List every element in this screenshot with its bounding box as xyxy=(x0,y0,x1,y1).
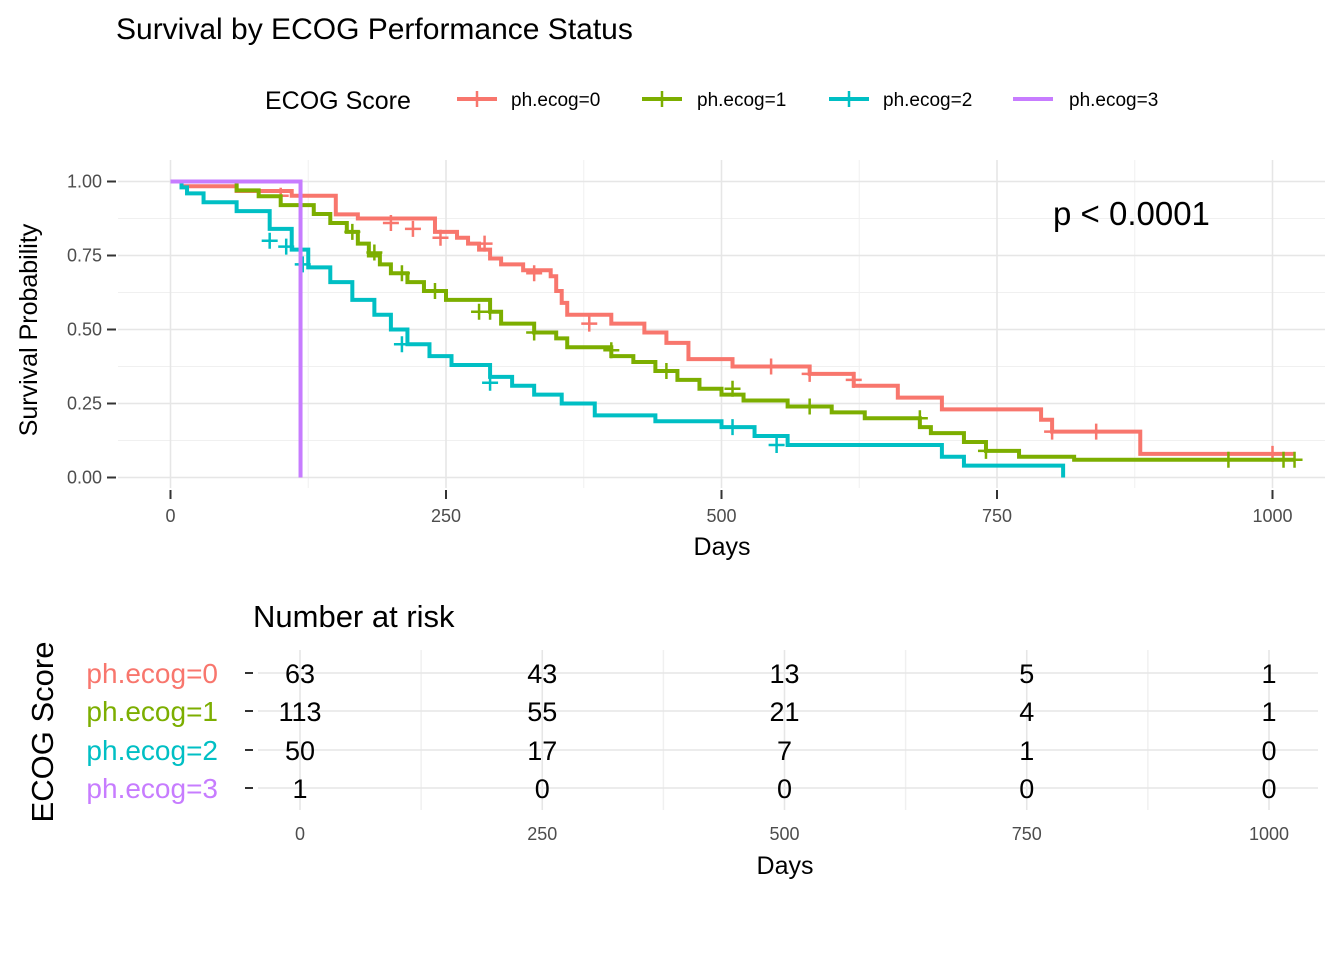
p-value-annotation: p < 0.0001 xyxy=(1053,195,1210,232)
censor-mark xyxy=(977,442,994,459)
x-tick-label: 250 xyxy=(431,506,461,526)
legend-label: ph.ecog=0 xyxy=(511,90,600,111)
risk-x-tick-label: 0 xyxy=(295,824,305,844)
risk-count: 4 xyxy=(1019,697,1034,727)
risk-rows: ph.ecog=0 63 43 13 5 1 ph.ecog=1 113 55 21 4 1 ph.ec… xyxy=(86,658,1276,804)
censor-mark xyxy=(801,398,818,415)
censor-mark xyxy=(404,220,421,237)
censor-mark xyxy=(393,336,410,353)
censor-mark xyxy=(482,374,499,391)
series-line-ph-ecog-1 xyxy=(170,179,1295,462)
series-line-ph-ecog-2 xyxy=(170,179,1066,478)
y-tick-label: 0.00 xyxy=(67,468,102,488)
risk-x-axis-ticks: 0 250 500 750 1000 xyxy=(295,824,1289,844)
risk-row-label: ph.ecog=0 xyxy=(86,658,218,689)
risk-grid xyxy=(258,650,1318,810)
risk-table-title: Number at risk xyxy=(253,599,455,634)
y-tick-label: 1.00 xyxy=(67,172,102,192)
x-axis-label: Days xyxy=(694,533,751,561)
risk-count: 0 xyxy=(535,774,550,804)
risk-count: 55 xyxy=(527,697,557,727)
risk-count: 113 xyxy=(278,697,321,727)
series-line-ph-ecog-0 xyxy=(170,179,1295,456)
chart-title: Survival by ECOG Performance Status xyxy=(116,13,633,46)
risk-count: 13 xyxy=(769,659,799,689)
risk-count: 7 xyxy=(777,736,792,766)
censor-mark xyxy=(432,229,449,246)
censor-mark xyxy=(426,283,443,300)
legend-title: ECOG Score xyxy=(265,87,411,115)
censor-mark xyxy=(724,380,741,397)
censor-mark xyxy=(476,235,493,252)
risk-y-axis-label: ECOG Score xyxy=(25,642,60,823)
x-tick-label: 0 xyxy=(165,506,175,526)
y-tick-label: 0.75 xyxy=(67,246,102,266)
censor-mark xyxy=(294,256,311,273)
censor-mark xyxy=(526,324,543,341)
risk-count: 0 xyxy=(1261,736,1276,766)
x-tick-label: 500 xyxy=(706,506,736,526)
series-lines xyxy=(170,179,1303,478)
risk-count: 50 xyxy=(285,736,315,766)
risk-count: 43 xyxy=(527,659,557,689)
censor-mark xyxy=(1286,451,1303,468)
censor-mark xyxy=(261,232,278,249)
km-grid xyxy=(118,160,1325,488)
risk-row-label: ph.ecog=1 xyxy=(86,696,218,727)
censor-mark xyxy=(581,315,598,332)
risk-row-label: ph.ecog=3 xyxy=(86,773,218,804)
legend-label: ph.ecog=1 xyxy=(697,90,786,111)
risk-count: 1 xyxy=(292,774,307,804)
risk-x-tick-label: 250 xyxy=(527,824,557,844)
risk-x-axis-label: Days xyxy=(757,852,814,880)
y-axis-ticks: 0.00 0.25 0.50 0.75 1.00 xyxy=(67,172,116,488)
y-tick-label: 0.25 xyxy=(67,394,102,414)
censor-mark xyxy=(724,419,741,436)
censor-mark xyxy=(658,362,675,379)
x-tick-label: 750 xyxy=(982,506,1012,526)
censor-mark xyxy=(366,244,383,261)
censor-mark xyxy=(1044,423,1061,440)
censor-mark xyxy=(526,265,543,282)
risk-x-tick-label: 750 xyxy=(1012,824,1042,844)
censor-mark xyxy=(763,358,780,375)
series-line-ph-ecog-3 xyxy=(170,179,303,478)
censor-mark xyxy=(768,436,785,453)
legend: ECOG Score ph.ecog=0 ph.ecog=1 ph.ecog=2 ph… xyxy=(265,87,1158,115)
legend-label: ph.ecog=2 xyxy=(883,90,972,111)
legend-label: ph.ecog=3 xyxy=(1069,90,1158,111)
censor-mark xyxy=(845,371,862,388)
censor-mark xyxy=(344,223,361,240)
censor-mark xyxy=(1088,423,1105,440)
censor-mark xyxy=(278,238,295,255)
risk-count: 1 xyxy=(1019,736,1034,766)
x-tick-label: 1000 xyxy=(1252,506,1292,526)
x-axis-ticks: 0 250 500 750 1000 xyxy=(165,490,1293,526)
y-tick-label: 0.50 xyxy=(67,320,102,340)
risk-x-tick-label: 500 xyxy=(769,824,799,844)
y-axis-label: Survival Probability xyxy=(15,223,43,436)
risk-count: 1 xyxy=(1261,659,1276,689)
censor-mark xyxy=(603,342,620,359)
censor-mark xyxy=(482,303,499,320)
risk-count: 0 xyxy=(777,774,792,804)
censor-mark xyxy=(382,214,399,231)
risk-count: 21 xyxy=(769,697,799,727)
risk-row-label: ph.ecog=2 xyxy=(86,735,218,766)
censor-mark xyxy=(801,365,818,382)
km-plot: 0.00 0.25 0.50 0.75 1.00 0 250 500 750 1000 p < … xyxy=(15,160,1325,561)
risk-count: 63 xyxy=(285,659,315,689)
censor-mark xyxy=(393,265,410,282)
censor-mark xyxy=(1220,451,1237,468)
risk-table: Number at risk ph.ecog=0 63 43 13 5 1ph.ecog=… xyxy=(25,599,1318,880)
risk-count: 5 xyxy=(1019,659,1034,689)
censor-mark xyxy=(911,410,928,427)
risk-count: 0 xyxy=(1019,774,1034,804)
risk-count: 1 xyxy=(1261,697,1276,727)
risk-count: 0 xyxy=(1261,774,1276,804)
risk-x-tick-label: 1000 xyxy=(1249,824,1289,844)
risk-count: 17 xyxy=(527,736,557,766)
